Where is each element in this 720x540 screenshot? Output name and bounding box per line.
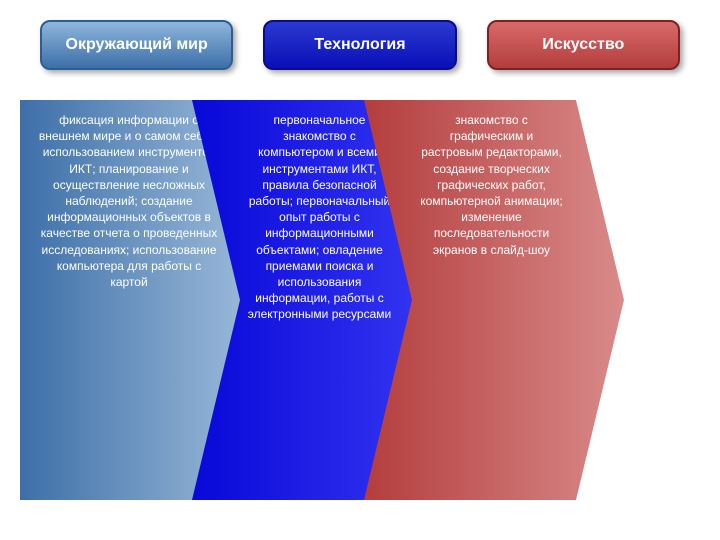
chevron-text: знакомство с графическим и растровым ред… [419,112,564,488]
tab-label: Окружающий мир [66,36,208,53]
tabs-row: Окружающий мир Технология Искусство [20,20,700,70]
tab-environment: Окружающий мир [40,20,233,70]
tab-art: Искусство [487,20,680,70]
tab-technology: Технология [263,20,456,70]
chevron-row: фиксация информации о внешнем мире и о с… [20,100,700,500]
tab-label: Технология [314,36,405,53]
tab-label: Искусство [542,36,624,53]
chevron-art: знакомство с графическим и растровым ред… [364,100,624,500]
